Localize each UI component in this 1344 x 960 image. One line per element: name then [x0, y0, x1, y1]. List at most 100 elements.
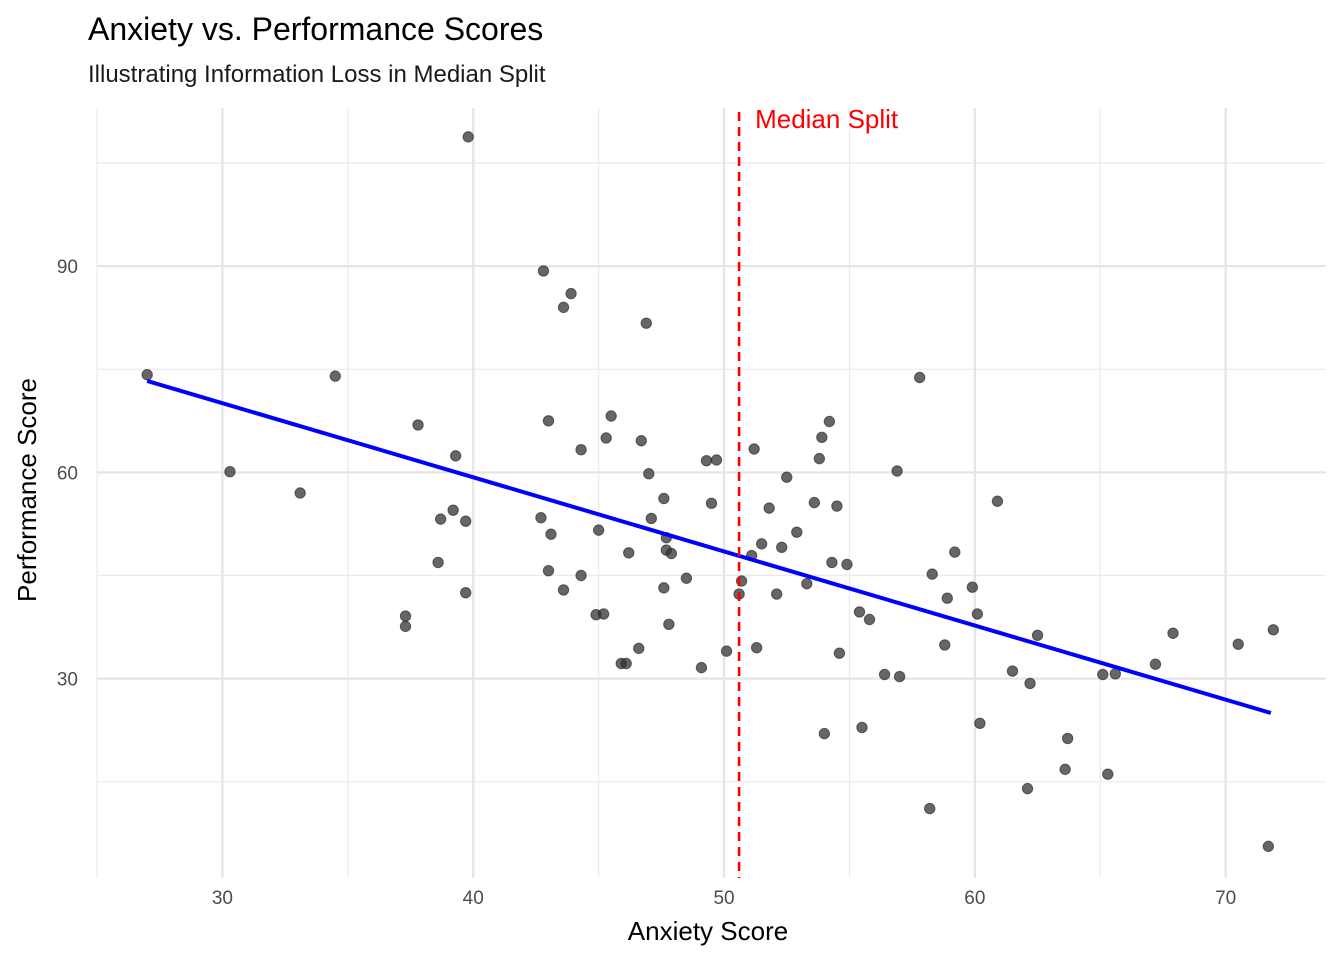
data-point: [763, 502, 775, 514]
data-point: [633, 642, 645, 655]
regression-line: [146, 379, 1272, 715]
data-point: [1267, 624, 1280, 636]
x-tick-labels: 30 40 50 60 70: [212, 888, 1236, 909]
data-point: [1021, 782, 1034, 795]
data-point: [1262, 840, 1275, 853]
data-point: [1024, 677, 1036, 690]
y-tick-labels: 30 60 90: [57, 257, 78, 691]
y-tick-label: 60: [57, 463, 78, 484]
data-point: [635, 435, 647, 447]
data-point: [575, 443, 587, 456]
chart-subtitle: Illustrating Information Loss in Median …: [88, 61, 546, 88]
data-point: [801, 578, 813, 590]
data-point: [542, 415, 555, 427]
data-point: [891, 465, 903, 477]
data-point: [926, 568, 938, 580]
major-gridlines: [97, 108, 1326, 878]
data-point: [1031, 629, 1044, 642]
data-point: [623, 547, 635, 559]
data-point: [755, 538, 768, 550]
data-point: [557, 301, 570, 314]
data-point: [1232, 638, 1244, 650]
median-split-label: Median Split: [755, 104, 899, 134]
data-point: [991, 495, 1004, 507]
data-point: [913, 371, 926, 384]
y-axis-title: Performance Score: [12, 378, 42, 602]
data-point: [680, 572, 693, 584]
x-tick-label: 70: [1215, 888, 1236, 909]
data-point: [434, 513, 447, 525]
data-point: [1102, 768, 1114, 780]
data-point: [1059, 763, 1071, 776]
data-point: [658, 492, 670, 505]
data-point: [856, 721, 868, 734]
data-point: [705, 497, 718, 510]
data-point: [791, 526, 803, 538]
data-point: [924, 802, 936, 815]
data-point: [640, 317, 652, 329]
data-point: [818, 727, 831, 740]
data-point: [710, 454, 723, 466]
data-point: [329, 370, 341, 382]
data-point: [462, 131, 474, 143]
data-point: [399, 620, 412, 633]
data-point: [645, 512, 658, 525]
data-point: [597, 608, 610, 620]
data-point: [535, 512, 547, 524]
data-point: [1167, 627, 1179, 639]
data-point: [565, 287, 577, 300]
data-point: [771, 588, 783, 600]
y-tick-label: 90: [57, 257, 78, 278]
data-point: [643, 468, 655, 480]
data-point: [663, 618, 675, 631]
scatter-points: [141, 131, 1280, 853]
chart-title: Anxiety vs. Performance Scores: [88, 11, 543, 47]
data-point: [831, 500, 843, 512]
data-point: [1149, 658, 1162, 670]
data-point: [600, 432, 612, 444]
data-point: [460, 515, 472, 527]
x-axis-title: Anxiety Score: [628, 916, 788, 946]
data-point: [294, 487, 306, 499]
data-point: [833, 647, 846, 659]
data-point: [557, 584, 570, 596]
y-tick-label: 30: [57, 670, 78, 691]
data-point: [823, 415, 836, 428]
data-point: [447, 504, 459, 516]
data-point: [941, 592, 953, 604]
data-point: [966, 581, 979, 593]
data-point: [665, 547, 678, 560]
data-point: [1006, 665, 1019, 677]
data-point: [939, 639, 951, 651]
data-point: [399, 610, 412, 622]
data-point: [816, 431, 828, 444]
data-point: [460, 586, 472, 599]
data-point: [826, 556, 838, 569]
data-point: [748, 443, 760, 455]
data-point: [412, 419, 424, 431]
data-point: [893, 670, 906, 683]
data-point: [781, 471, 793, 483]
minor-gridlines: [96, 108, 1326, 878]
data-point: [974, 717, 986, 730]
x-tick-label: 40: [463, 888, 484, 909]
data-point: [971, 608, 984, 620]
data-point: [605, 410, 617, 422]
data-point: [542, 564, 555, 577]
data-point: [449, 450, 462, 462]
data-point: [432, 556, 444, 569]
data-point: [863, 613, 876, 626]
data-point: [695, 661, 708, 674]
data-point: [545, 528, 557, 540]
data-point: [949, 546, 961, 558]
x-tick-label: 50: [713, 888, 734, 909]
data-point: [878, 668, 891, 681]
x-tick-label: 30: [212, 888, 233, 909]
data-point: [776, 541, 788, 554]
data-point: [575, 569, 587, 582]
data-point: [224, 465, 236, 478]
data-point: [853, 606, 866, 618]
x-tick-label: 60: [964, 888, 985, 909]
data-point: [720, 645, 733, 657]
